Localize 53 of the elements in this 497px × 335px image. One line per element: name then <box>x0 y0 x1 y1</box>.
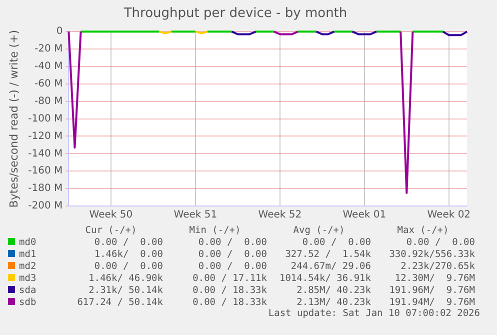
text: 191.94M/ 9.76M <box>388 296 475 308</box>
text: Cur (-/+) <box>84 224 138 236</box>
legend-label: md0 <box>18 236 38 248</box>
x-tick-label: Week 02 <box>427 210 471 221</box>
text: 0.00 / 0.00 <box>93 260 163 272</box>
text: 2.13M/ 40.23k <box>296 296 371 308</box>
text: 1.46k/ 46.90k <box>88 272 163 284</box>
y-tick-label: -180 M <box>28 183 63 194</box>
y-tick-label: -160 M <box>28 166 63 177</box>
y-tick-label: -100 M <box>28 113 63 124</box>
text: 1014.54k/ 36.91k <box>278 272 371 284</box>
text: 0.00 / 18.33k <box>192 296 267 308</box>
y-tick-label: -60 M <box>34 78 63 90</box>
y-tick-label: -80 M <box>34 96 63 107</box>
x-tick-label: Week 01 <box>342 210 386 221</box>
text: 617.24 / 50.14k <box>76 296 163 308</box>
y-axis-title: Bytes/second read (-) / write (+) <box>7 30 20 208</box>
text: 0.00 / 18.33k <box>192 284 267 296</box>
text: Avg (-/+) <box>292 224 346 236</box>
x-tick-label: Week 51 <box>174 210 218 221</box>
text: 0.00 / 0.00 <box>93 236 163 248</box>
text: 327.52 / 1.54k <box>284 248 371 260</box>
text: 0.00 / 0.00 <box>197 236 267 248</box>
legend-label: md3 <box>18 272 38 284</box>
text: 244.67m/ 29.06 <box>290 260 371 272</box>
legend-label: md2 <box>18 260 38 272</box>
text: 0.00 / 0.00 <box>197 248 267 260</box>
x-tick-label: Week 50 <box>89 210 133 221</box>
text: Last update: Sat Jan 10 07:00:02 2026 <box>267 308 480 319</box>
y-tick-label: -140 M <box>28 148 63 160</box>
y-tick-label: -20 M <box>34 44 63 55</box>
text: 0.00 / 17.11k <box>192 272 267 284</box>
x-tick-label: Week 52 <box>258 210 302 221</box>
y-tick-label: 0 <box>56 26 63 38</box>
y-tick-label: -200 M <box>28 200 63 212</box>
text: 0.00 / 0.00 <box>197 260 267 272</box>
text: 0.00 / 0.00 <box>301 236 371 248</box>
text: 2.31k/ 50.14k <box>88 284 163 296</box>
chart-title: Throughput per device - by month <box>122 6 348 22</box>
text: 12.30M/ 9.76M <box>394 272 475 284</box>
text: 330.92k/556.33k <box>388 248 475 260</box>
text: Min (-/+) <box>188 224 242 236</box>
text: 2.85M/ 40.23k <box>296 284 371 296</box>
text: 2.23k/270.65k <box>400 260 475 272</box>
text: 191.96M/ 9.76M <box>388 284 475 296</box>
text: Max (-/+) <box>396 224 450 236</box>
legend-label: sdb <box>18 296 38 308</box>
legend-label: sda <box>18 284 38 296</box>
y-tick-label: -40 M <box>34 61 63 72</box>
y-tick-label: -120 M <box>28 130 63 142</box>
text: 0.00 / 0.00 <box>405 236 475 248</box>
legend-label: md1 <box>18 248 38 260</box>
text: 1.46k/ 0.00 <box>93 248 163 260</box>
